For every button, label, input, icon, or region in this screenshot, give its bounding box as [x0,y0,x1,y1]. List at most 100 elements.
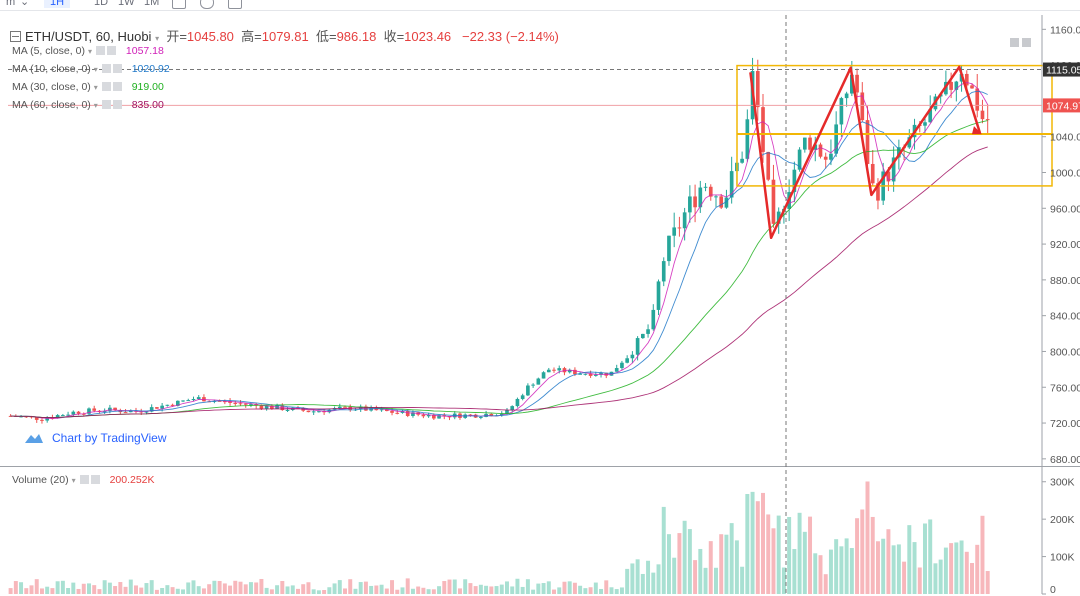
volume-bar [353,588,358,594]
candle-body [802,137,807,150]
tradingview-branding[interactable]: Chart by TradingView [24,431,167,445]
candle-body [536,378,541,385]
ma60-legend[interactable]: MA (60, close, 0) ▾ 835.00 [12,98,164,113]
settings-icon[interactable] [200,0,214,9]
chevron-down-icon[interactable]: ▾ [71,476,76,485]
candle-body [588,373,593,376]
candle-body [264,405,269,409]
volume-bar [839,546,844,594]
scroll-down-icon[interactable] [1022,38,1031,47]
volume-bar [740,566,745,594]
last-price-label: 1074.97 [1046,100,1080,112]
close-icon[interactable] [112,82,122,91]
gear-icon[interactable] [101,82,111,91]
candle-body [688,196,692,213]
volume-bar [327,587,332,594]
close-icon[interactable] [112,100,122,109]
volume-bar [693,560,698,594]
chevron-down-icon[interactable]: ⌄ [20,0,30,8]
volume-bar [546,581,551,594]
gear-icon[interactable] [101,64,111,73]
gear-icon[interactable] [101,100,111,109]
collapse-icon[interactable] [10,31,21,42]
volume-bar [92,585,97,594]
volume-bar [698,548,703,594]
scroll-up-icon[interactable] [1010,38,1019,47]
candle-body [87,408,91,414]
ma10-legend[interactable]: MA (10, close, 0) ▾ 1020.92 [12,62,170,77]
candle-body [155,407,159,409]
volume-bar [19,582,24,594]
screenshot-icon[interactable] [228,0,242,9]
annotation-arrowhead [971,126,982,135]
gear-icon[interactable] [79,475,89,484]
indicators-icon[interactable] [172,0,186,9]
close-icon[interactable] [106,46,116,55]
volume-bar [703,567,708,594]
volume-bar [410,588,415,594]
chevron-down-icon[interactable]: ▾ [87,47,92,56]
candle-body [128,410,133,413]
ma5-legend[interactable]: MA (5, close, 0) ▾ 1057.18 [12,44,164,59]
price-tick-label: 880.00 [1050,275,1080,287]
volume-bar [813,553,818,594]
interval-selector[interactable]: m [6,0,16,8]
volume-bar [578,585,583,594]
chevron-down-icon[interactable]: ▾ [93,65,98,74]
interval-1m[interactable]: 1M [144,0,160,8]
volume-bar [787,517,792,594]
volume-tick-label: 300K [1050,477,1075,489]
chevron-down-icon[interactable]: ▾ [155,34,160,43]
candle-body [850,74,854,94]
chevron-down-icon[interactable]: ▾ [93,101,98,110]
candle-body [834,124,838,154]
volume-bar [134,585,138,594]
volume-bar [724,534,729,594]
volume-bar [348,579,353,594]
candle-body [625,358,629,363]
candle-body [886,171,891,182]
interval-1w[interactable]: 1W [118,0,135,8]
volume-bar [625,568,630,594]
candle-body [175,400,180,406]
volume-bar [484,585,489,594]
candle-body [614,368,619,372]
candle-body [578,373,582,375]
volume-bar [311,589,316,594]
gear-icon[interactable] [95,46,105,55]
volume-bar [363,581,368,594]
candle-body [641,333,645,339]
volume-bar [222,583,227,594]
volume-bar [175,588,180,594]
volume-bar [296,588,300,594]
candle-body [479,416,483,418]
volume-bar [39,588,44,594]
volume-bar [478,584,483,594]
ma30-legend[interactable]: MA (30, close, 0) ▾ 919.00 [12,80,164,95]
candle-body [113,407,117,410]
volume-bar [708,541,713,594]
ma5-label: MA (5, close, 0) [12,45,85,57]
volume-legend[interactable]: Volume (20) ▾ 200.252K [12,473,155,488]
close-icon[interactable] [112,64,122,73]
volume-bar [186,582,191,594]
candle-body [432,414,436,419]
volume-bar [640,573,645,594]
interval-1d[interactable]: 1D [94,0,109,8]
volume-bar [572,582,577,594]
close-icon[interactable] [90,475,100,484]
candle-body [949,81,953,90]
candle-body [745,119,750,159]
high-label: 高= [241,29,262,44]
candle-body [651,309,656,330]
chevron-down-icon[interactable]: ▾ [93,83,98,92]
volume-bar [228,585,233,594]
candle-body [520,395,525,399]
volume-bar [802,531,807,594]
volume-value: 200.252K [109,474,155,486]
volume-bar [29,585,34,594]
volume-bar [719,534,724,594]
interval-1h[interactable]: 1H [44,0,71,8]
volume-bar [233,580,238,594]
